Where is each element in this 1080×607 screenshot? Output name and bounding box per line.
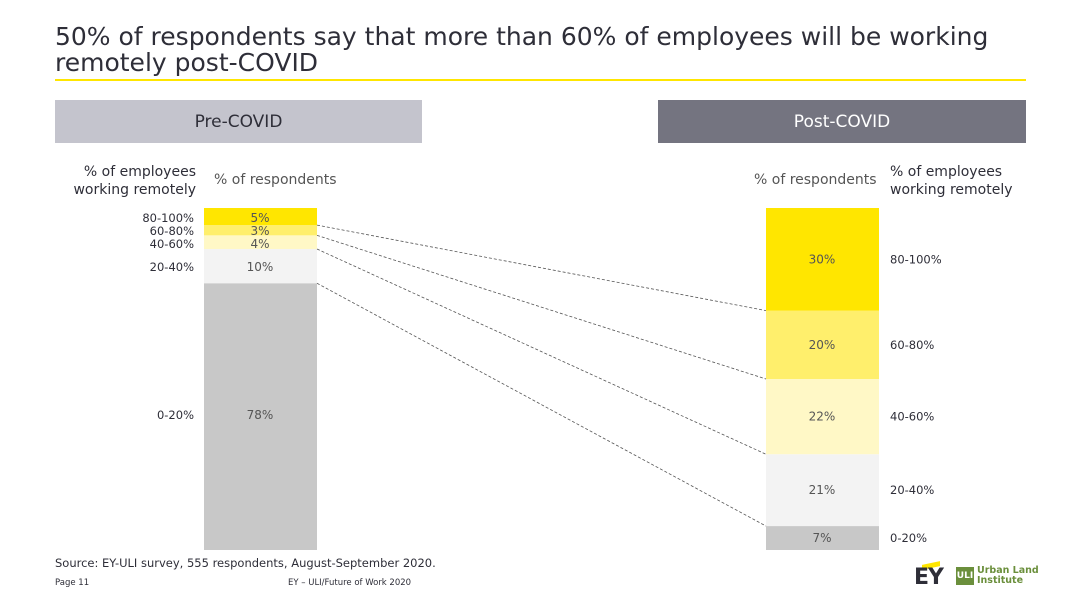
connector-guide-hidden [317,224,766,311]
pre-value-label-0to20: 78% [247,408,274,422]
post-bar-segment-20to40 [766,454,879,527]
title-underline [55,79,1026,81]
post-bar-segment-80to100 [766,208,879,311]
post-category-label-40to60: 40-60% [890,410,934,424]
ey-logo: EY [914,565,944,590]
pre-value-label-80to100: 5% [250,211,269,225]
pre-bar-segment-0to20 [204,283,317,550]
post-category-label-0to20: 0-20% [890,531,927,545]
post-bar-segment-40to60 [766,379,879,455]
pre-category-label-60to80: 60-80% [150,224,194,238]
document-name: EY – ULI/Future of Work 2020 [288,578,412,588]
pre-category-label-40to60: 40-60% [150,237,194,251]
uli-logo-line1: Urban Land [977,565,1039,576]
post-bar-segment-0to20 [766,526,879,550]
pre-value-label-60to80: 3% [250,224,269,238]
post-category-label-60to80: 60-80% [890,338,934,352]
uli-logo-text: Urban Land Institute [977,566,1039,586]
post-value-label-20to40: 21% [809,483,836,497]
post-bar-segment-60to80 [766,310,879,379]
pre-employees-axis-title-line2: working remotely [73,182,196,198]
uli-logo-line2: Institute [977,575,1024,586]
post-category-label-20to40: 20-40% [890,483,934,497]
pre-employees-axis-title-line1: % of employees [83,164,196,180]
pre-value-label-40to60: 4% [250,237,269,251]
page-number: Page 11 [55,578,90,588]
pre-category-label-0to20: 0-20% [157,408,194,422]
pre-covid-header: Pre-COVID [55,100,422,143]
post-covid-header: Post-COVID [658,100,1026,143]
post-respondents-axis-title: % of respondents [754,172,877,188]
pre-bar-segment-60to80 [204,225,317,236]
pre-category-label-20to40: 20-40% [150,260,194,274]
page-title: 50% of respondents say that more than 60… [55,22,989,77]
pre-respondents-axis-title: % of respondents [214,172,337,188]
source-note: Source: EY-ULI survey, 555 respondents, … [55,556,436,570]
pre-category-label-80to100: 80-100% [142,211,194,225]
post-employees-axis-title-line1: % of employees [890,164,1003,180]
post-value-label-60to80: 20% [809,338,836,352]
pre-bar-segment-20to40 [204,249,317,284]
connector-line-20to40 [316,282,767,527]
post-employees-axis-title-line2: working remotely [890,182,1013,198]
post-employees-axis-title: % of employees working remotely [890,163,1030,199]
post-value-label-80to100: 30% [809,252,836,266]
pre-bar-segment-80to100 [204,208,317,226]
connector-line-60to80 [316,234,767,380]
connector-line-80to100 [316,224,767,311]
post-category-label-80to100: 80-100% [890,252,942,266]
pre-bar-segment-40to60 [204,235,317,250]
post-value-label-40to60: 22% [809,410,836,424]
pre-value-label-20to40: 10% [247,260,274,274]
pre-employees-axis-title: % of employees working remotely [70,163,196,199]
post-value-label-0to20: 7% [812,531,831,545]
uli-logo-mark: ULI [956,567,974,585]
connector-line-40to60 [316,248,767,455]
